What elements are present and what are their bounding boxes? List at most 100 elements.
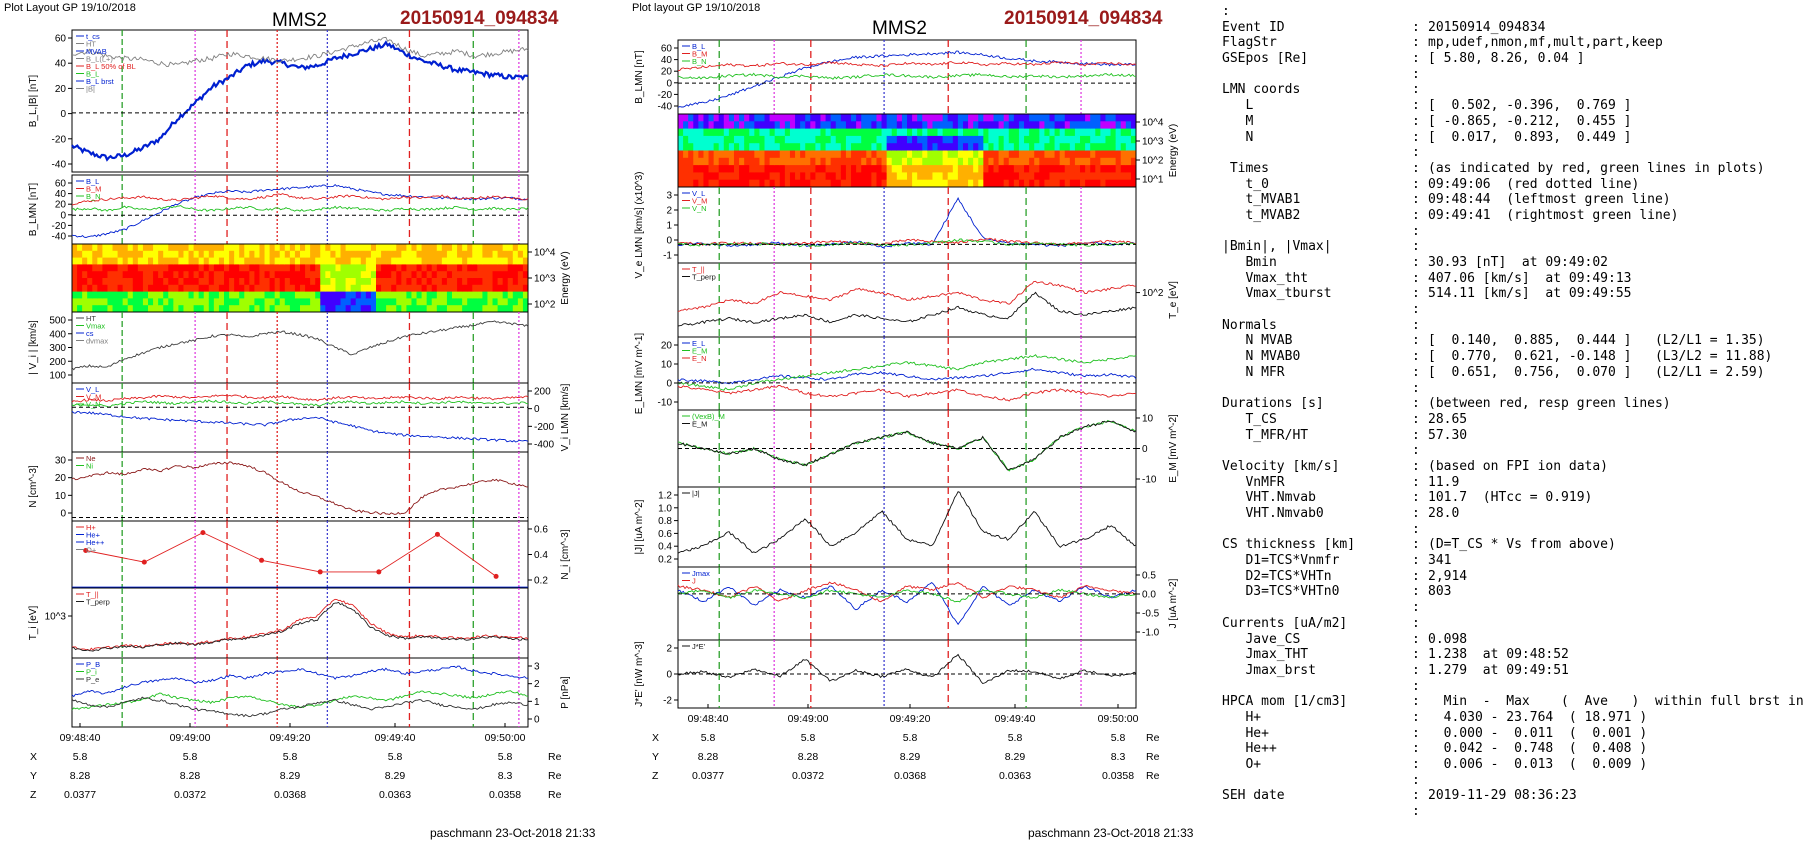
spectrogram-cell xyxy=(1049,143,1056,151)
spectrogram-cell xyxy=(325,298,331,306)
spectrogram-cell xyxy=(1018,128,1025,137)
legend-label: E_L xyxy=(692,339,705,348)
spectrogram-cell xyxy=(117,250,124,259)
spectrogram-cell xyxy=(1003,150,1010,159)
info-row: t_MVAB2:09:49:41 (rightmost green line) xyxy=(1222,208,1802,224)
spectrogram-cell xyxy=(284,278,291,286)
spectrogram-cell xyxy=(693,114,699,122)
spectrogram-cell xyxy=(754,179,760,188)
spectrogram-cell xyxy=(436,244,443,252)
info-row: Normals: xyxy=(1222,318,1802,334)
spectrogram-cell xyxy=(82,284,88,293)
spectrogram-cell xyxy=(350,305,357,313)
spectrogram-cell xyxy=(345,305,352,313)
info-row: : xyxy=(1222,773,1802,789)
spectrogram-cell xyxy=(386,284,392,293)
spectrogram-cell xyxy=(269,257,276,265)
legend-label: V_M xyxy=(692,197,707,206)
spectrogram-cell xyxy=(774,157,781,166)
spectrogram-cell xyxy=(739,150,745,159)
spectrogram-cell xyxy=(178,278,184,286)
info-key: GSEpos [Re] xyxy=(1222,51,1309,67)
spectrogram-cell xyxy=(416,291,423,299)
spectrogram-cell xyxy=(1090,135,1096,144)
y-axis-label: |J| [uA m^-2] xyxy=(634,499,645,554)
spectrogram-cell xyxy=(886,128,893,137)
spectrogram-cell xyxy=(497,284,504,293)
panel-frame xyxy=(677,336,1137,411)
spectrogram-cell xyxy=(871,179,877,188)
spectrogram-cell xyxy=(800,128,806,137)
spectrogram-cell xyxy=(1069,114,1076,122)
info-value: 0.042 - 0.748 ( 0.408 ) xyxy=(1428,741,1648,757)
spectrogram-cell xyxy=(507,264,514,272)
spectrogram-cell xyxy=(178,284,184,293)
coord-value: 5.8 xyxy=(183,751,198,763)
spectrogram-cell xyxy=(249,305,255,313)
spectrogram-cell xyxy=(284,284,291,293)
spectrogram-cell xyxy=(886,121,893,130)
spectrogram-cell xyxy=(163,271,169,279)
spectrogram-cell xyxy=(127,298,134,306)
spectrogram-cell xyxy=(239,264,245,272)
spectrogram-cell xyxy=(127,264,134,272)
spectrogram-cell xyxy=(1095,143,1101,151)
coord-value: 5.8 xyxy=(498,751,513,763)
spectrogram-cell xyxy=(815,165,821,173)
spectrogram-cell xyxy=(774,179,781,188)
spectrogram-cell xyxy=(431,291,438,299)
spectrogram-cell xyxy=(835,128,842,137)
spectrogram-cell xyxy=(891,128,898,137)
legend-label: He+ xyxy=(86,531,101,540)
spectrogram-cell xyxy=(825,165,832,173)
spectrogram-cell xyxy=(968,150,974,159)
spectrogram-cell xyxy=(993,165,1000,173)
spectrogram-cell xyxy=(784,143,791,151)
spectrogram-cell xyxy=(1115,179,1122,188)
spectrogram-cell xyxy=(431,305,438,313)
spectrogram-cell xyxy=(820,157,827,166)
spectrogram-cell xyxy=(117,305,124,313)
spectrogram-cell xyxy=(92,250,98,259)
spectrogram-cell xyxy=(1024,157,1030,166)
legend-label: B_L xyxy=(86,177,99,186)
info-value: 2,914 xyxy=(1428,568,1468,584)
spectrogram-cell xyxy=(810,172,816,181)
spectrogram-cell xyxy=(426,250,433,259)
spectrogram-cell xyxy=(784,121,791,130)
y-tick-label: 0.6 xyxy=(534,525,548,536)
spectrogram-cell xyxy=(391,271,397,279)
spectrogram-cell xyxy=(148,291,154,299)
spectrogram-cell xyxy=(851,157,857,166)
spectrogram-cell xyxy=(1059,179,1066,188)
spectrogram-cell xyxy=(1018,172,1025,181)
spectrogram-cell xyxy=(962,114,969,122)
spectrogram-cell xyxy=(112,271,119,279)
spectrogram-cell xyxy=(1049,165,1056,173)
spectrogram-cell xyxy=(193,271,200,279)
spectrogram-cell xyxy=(457,305,463,313)
spectrogram-cell xyxy=(912,157,918,166)
panel-frame xyxy=(677,409,1137,488)
spectrogram-cell xyxy=(472,291,478,299)
spectrogram-cell xyxy=(497,257,504,265)
spectrogram-cell xyxy=(1013,150,1020,159)
info-separator: : xyxy=(1412,364,1420,380)
y-tick-label: 40 xyxy=(55,59,67,70)
spectrogram-cell xyxy=(325,250,331,259)
spectrogram-cell xyxy=(142,271,149,279)
spectrogram-cell xyxy=(688,128,694,137)
spectrogram-cell xyxy=(1034,179,1040,188)
spectrogram-cell xyxy=(462,278,468,286)
spectrogram-cell xyxy=(795,157,801,166)
spectrogram-cell xyxy=(937,135,944,144)
spectrogram-cell xyxy=(132,291,139,299)
spectrogram-cell xyxy=(360,257,367,265)
spectrogram-cell xyxy=(805,121,811,130)
spectrogram-cell xyxy=(825,114,832,122)
spectrogram-cell xyxy=(789,179,796,188)
spectrogram-cell xyxy=(168,250,174,259)
info-row: FlagStr: mp,udef,nmon,mf,mult,part,keep xyxy=(1222,35,1802,51)
spectrogram-cell xyxy=(97,284,103,293)
